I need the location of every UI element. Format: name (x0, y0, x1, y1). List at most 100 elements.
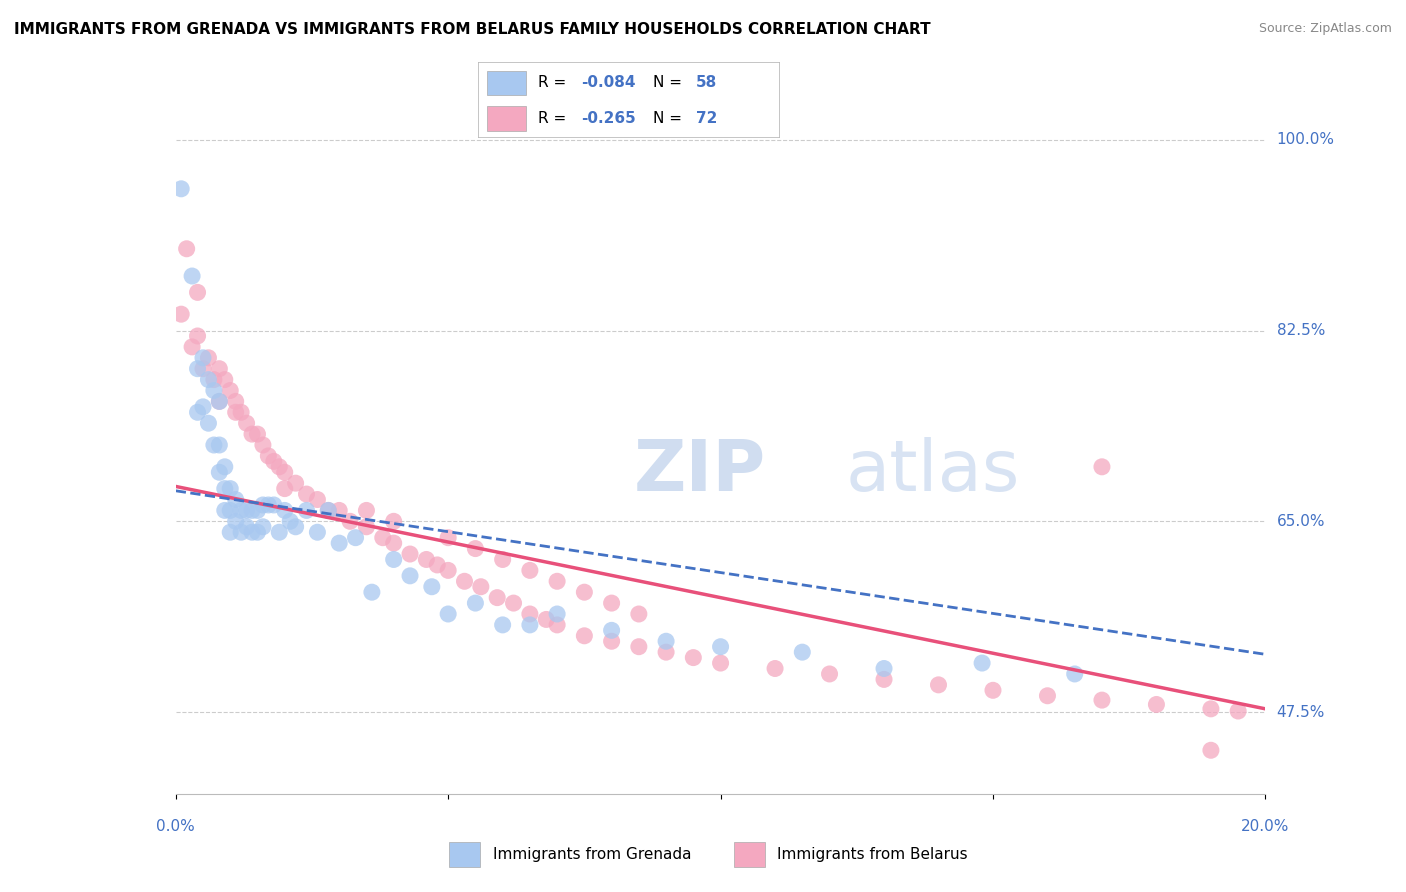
Point (197, 416, 219, 430)
Point (519, 607, 541, 621)
Point (399, 547, 422, 561)
Point (710, 656, 733, 670)
Point (492, 552, 515, 566)
Point (655, 645, 678, 659)
Point (208, 438, 231, 452)
Point (600, 634, 623, 648)
Point (235, 520, 257, 534)
Point (420, 580, 443, 594)
Point (1091, 693, 1114, 707)
Text: ZIP: ZIP (633, 436, 766, 506)
Point (295, 487, 318, 501)
FancyBboxPatch shape (486, 106, 526, 130)
Point (231, 503, 253, 517)
Point (181, 268, 204, 283)
Text: IMMIGRANTS FROM GRENADA VS IMMIGRANTS FROM BELARUS FAMILY HOUSEHOLDS CORRELATION: IMMIGRANTS FROM GRENADA VS IMMIGRANTS FR… (14, 22, 931, 37)
Point (186, 285, 209, 300)
Point (371, 531, 394, 545)
Point (382, 514, 405, 528)
Point (219, 384, 242, 398)
Point (519, 618, 541, 632)
FancyBboxPatch shape (486, 70, 526, 95)
Point (240, 503, 263, 517)
Point (437, 563, 460, 577)
Point (235, 503, 257, 517)
Point (269, 525, 291, 540)
Point (1199, 702, 1222, 716)
Text: 82.5%: 82.5% (1277, 323, 1324, 338)
Point (274, 482, 297, 496)
Text: N =: N = (654, 111, 688, 126)
Text: 20.0%: 20.0% (1241, 819, 1289, 834)
Point (252, 438, 274, 452)
Point (202, 384, 225, 398)
Point (186, 405, 209, 419)
Point (208, 361, 231, 376)
Point (263, 454, 285, 468)
Point (181, 340, 204, 354)
Point (214, 503, 236, 517)
Point (197, 373, 219, 387)
Point (928, 678, 950, 692)
Point (214, 459, 236, 474)
Point (257, 449, 280, 463)
Point (318, 503, 340, 517)
Point (415, 552, 437, 566)
Point (356, 520, 378, 534)
Point (240, 427, 263, 442)
Point (219, 525, 242, 540)
Point (437, 607, 460, 621)
Point (219, 503, 242, 517)
Point (191, 351, 214, 365)
Text: R =: R = (538, 111, 572, 126)
Text: -0.084: -0.084 (581, 76, 636, 90)
Point (492, 618, 515, 632)
Point (307, 492, 329, 507)
Point (225, 492, 247, 507)
Point (627, 640, 650, 654)
Point (214, 482, 236, 496)
Point (246, 427, 269, 442)
Point (486, 591, 509, 605)
Point (208, 394, 231, 409)
Point (257, 498, 280, 512)
Point (274, 465, 297, 479)
Point (627, 607, 650, 621)
Point (1063, 667, 1085, 681)
Point (574, 629, 596, 643)
Point (502, 596, 524, 610)
Point (763, 661, 786, 675)
Point (382, 536, 405, 550)
Point (246, 525, 269, 540)
Point (186, 361, 209, 376)
Point (252, 498, 274, 512)
Point (240, 525, 263, 540)
Point (1144, 698, 1167, 712)
Point (792, 645, 814, 659)
Point (360, 585, 382, 599)
Point (202, 373, 225, 387)
Point (655, 634, 678, 648)
Point (318, 503, 340, 517)
Point (344, 531, 367, 545)
FancyBboxPatch shape (450, 842, 481, 867)
Point (202, 438, 225, 452)
Point (176, 242, 198, 256)
Point (219, 482, 242, 496)
Point (1227, 704, 1250, 718)
Text: 72: 72 (696, 111, 717, 126)
Text: 100.0%: 100.0% (1277, 132, 1334, 147)
Point (191, 361, 214, 376)
Point (818, 667, 841, 681)
Point (278, 514, 301, 528)
Point (186, 329, 209, 343)
Point (307, 525, 329, 540)
Text: -0.265: -0.265 (581, 111, 636, 126)
Point (170, 182, 193, 196)
Point (263, 498, 285, 512)
Point (214, 373, 236, 387)
Point (231, 405, 253, 419)
Text: Immigrants from Belarus: Immigrants from Belarus (778, 847, 967, 862)
Point (464, 596, 486, 610)
Text: atlas: atlas (846, 436, 1021, 506)
